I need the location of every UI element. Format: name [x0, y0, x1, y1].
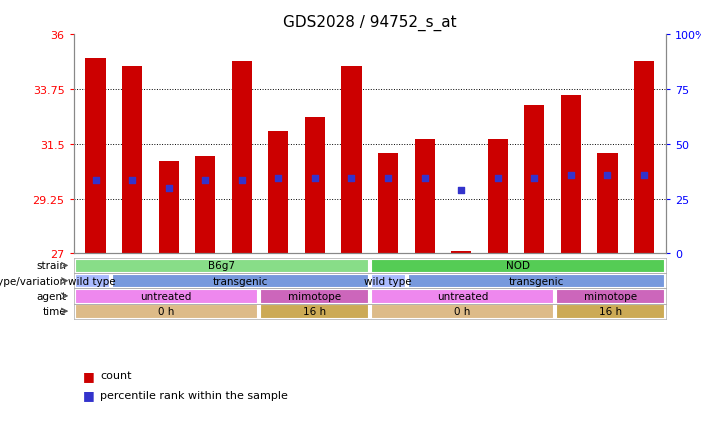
Point	[492, 175, 503, 182]
Bar	[158, 161, 179, 254]
Point	[126, 178, 137, 184]
Point	[456, 187, 467, 194]
Text: NOD: NOD	[506, 261, 530, 271]
Text: mimotope: mimotope	[584, 291, 637, 301]
Point	[639, 172, 650, 179]
Text: wild type: wild type	[68, 276, 116, 286]
Text: 0 h: 0 h	[454, 306, 470, 316]
Text: untreated: untreated	[437, 291, 488, 301]
Bar	[86, 59, 106, 254]
Bar	[195, 157, 215, 254]
Bar	[372, 274, 405, 288]
Text: ■: ■	[83, 388, 94, 401]
Bar	[75, 274, 109, 288]
Bar	[557, 289, 665, 303]
Bar	[260, 305, 368, 318]
Text: count: count	[100, 371, 132, 381]
Point	[200, 178, 211, 184]
Bar	[260, 289, 368, 303]
Bar	[75, 289, 257, 303]
Bar	[122, 66, 142, 254]
Point	[236, 178, 247, 184]
Text: 16 h: 16 h	[303, 306, 326, 316]
Text: time: time	[43, 306, 67, 316]
Text: 0 h: 0 h	[158, 306, 175, 316]
Point	[90, 178, 101, 184]
Bar	[75, 259, 368, 273]
Bar	[372, 259, 665, 273]
Bar	[634, 62, 654, 254]
Text: mimotope: mimotope	[287, 291, 341, 301]
Point	[419, 175, 430, 182]
Point	[565, 172, 576, 179]
Bar	[112, 274, 368, 288]
Text: ■: ■	[83, 369, 94, 382]
Bar	[597, 154, 618, 254]
Text: strain: strain	[36, 261, 67, 271]
Point	[529, 175, 540, 182]
Point	[273, 175, 284, 182]
Bar	[372, 289, 553, 303]
Title: GDS2028 / 94752_s_at: GDS2028 / 94752_s_at	[283, 14, 456, 31]
Bar	[232, 62, 252, 254]
Text: wild type: wild type	[365, 276, 412, 286]
Bar	[488, 139, 508, 254]
Text: percentile rank within the sample: percentile rank within the sample	[100, 390, 288, 400]
Bar	[341, 66, 362, 254]
Bar	[305, 118, 325, 254]
Bar	[268, 132, 288, 254]
Text: transgenic: transgenic	[509, 276, 564, 286]
Bar	[561, 95, 581, 254]
Text: transgenic: transgenic	[212, 276, 268, 286]
Text: genotype/variation: genotype/variation	[0, 276, 67, 286]
Bar	[372, 305, 553, 318]
Point	[346, 175, 357, 182]
Point	[602, 172, 613, 179]
Bar	[414, 139, 435, 254]
Text: 16 h: 16 h	[599, 306, 622, 316]
Text: untreated: untreated	[140, 291, 192, 301]
Point	[163, 185, 175, 192]
Bar	[557, 305, 665, 318]
Bar	[408, 274, 665, 288]
Text: B6g7: B6g7	[208, 261, 236, 271]
Text: agent: agent	[36, 291, 67, 301]
Bar	[75, 305, 257, 318]
Point	[309, 175, 320, 182]
Bar	[524, 105, 545, 254]
Bar	[378, 154, 398, 254]
Bar	[451, 251, 471, 254]
Point	[383, 175, 394, 182]
